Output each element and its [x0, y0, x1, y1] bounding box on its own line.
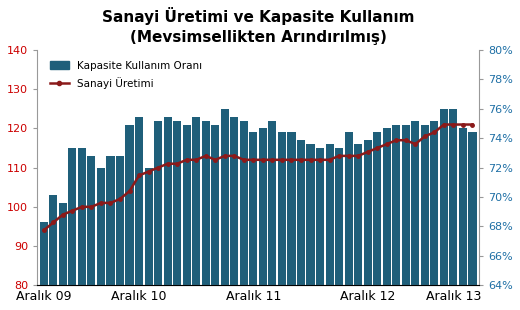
Bar	[431, 121, 438, 310]
Bar	[278, 132, 286, 310]
Bar	[59, 203, 67, 310]
Bar	[392, 125, 400, 310]
Bar	[449, 109, 458, 310]
Bar	[459, 128, 467, 310]
Bar	[259, 128, 267, 310]
Bar	[87, 156, 96, 310]
Bar	[211, 125, 219, 310]
Bar	[125, 125, 134, 310]
Bar	[240, 121, 248, 310]
Bar	[373, 132, 381, 310]
Bar	[40, 223, 48, 310]
Bar	[288, 132, 295, 310]
Bar	[135, 117, 143, 310]
Bar	[316, 148, 324, 310]
Bar	[345, 132, 353, 310]
Bar	[145, 168, 152, 310]
Bar	[164, 117, 172, 310]
Bar	[202, 121, 210, 310]
Bar	[78, 148, 86, 310]
Bar	[297, 140, 305, 310]
Bar	[421, 125, 429, 310]
Bar	[97, 168, 105, 310]
Bar	[383, 128, 391, 310]
Bar	[220, 109, 229, 310]
Bar	[230, 117, 238, 310]
Bar	[154, 121, 162, 310]
Bar	[183, 125, 191, 310]
Bar	[68, 148, 76, 310]
Title: Sanayi Üretimi ve Kapasite Kullanım
(Mevsimsellikten Arındırılmış): Sanayi Üretimi ve Kapasite Kullanım (Mev…	[102, 7, 414, 45]
Bar	[411, 121, 419, 310]
Bar	[440, 109, 448, 310]
Bar	[326, 144, 334, 310]
Bar	[469, 132, 476, 310]
Bar	[335, 148, 343, 310]
Bar	[192, 117, 200, 310]
Bar	[402, 125, 410, 310]
Legend: Kapasite Kullanım Oranı, Sanayi Üretimi: Kapasite Kullanım Oranı, Sanayi Üretimi	[47, 58, 205, 92]
Bar	[363, 140, 372, 310]
Bar	[249, 132, 257, 310]
Bar	[173, 121, 181, 310]
Bar	[268, 121, 277, 310]
Bar	[107, 156, 114, 310]
Bar	[49, 195, 57, 310]
Bar	[306, 144, 315, 310]
Bar	[354, 144, 362, 310]
Bar	[116, 156, 124, 310]
